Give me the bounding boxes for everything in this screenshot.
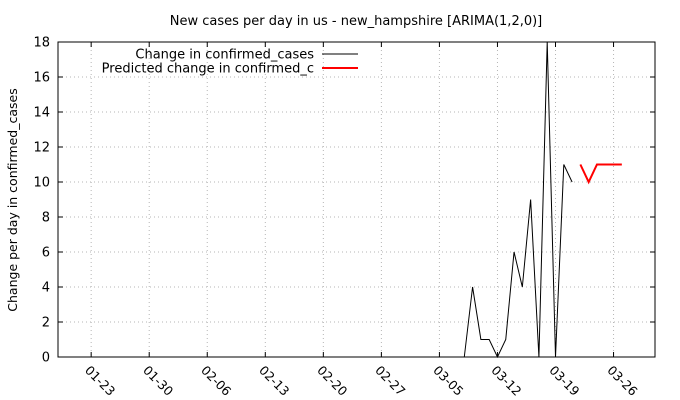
- x-tick-label: 02-13: [256, 363, 292, 399]
- data-point: [604, 164, 606, 166]
- data-point: [563, 164, 565, 166]
- data-point: [621, 164, 623, 166]
- y-tick-label: 10: [33, 176, 50, 191]
- y-tick-label: 0: [42, 351, 50, 366]
- data-point: [613, 164, 615, 166]
- x-tick-label: 03-26: [604, 363, 640, 399]
- y-tick-label: 14: [33, 106, 50, 121]
- data-point: [530, 199, 532, 201]
- data-point: [546, 41, 548, 43]
- data-point: [497, 356, 499, 358]
- plot-frame: [57, 41, 656, 358]
- data-point: [513, 251, 515, 253]
- chart-title: New cases per day in us - new_hampshire …: [170, 14, 543, 29]
- x-tick-label: 02-06: [198, 363, 234, 399]
- legend-label: Predicted change in confirmed_c: [102, 62, 314, 77]
- data-point: [463, 356, 465, 358]
- data-point: [472, 286, 474, 288]
- data-point: [538, 356, 540, 358]
- y-tick-label: 2: [42, 316, 50, 331]
- y-tick-label: 18: [33, 36, 50, 51]
- x-tick-label: 01-30: [140, 363, 176, 399]
- data-point: [522, 286, 524, 288]
- x-tick-label: 02-20: [314, 363, 350, 399]
- series-layer: [463, 41, 623, 359]
- y-tick-label: 16: [33, 71, 50, 86]
- data-point: [505, 339, 507, 341]
- x-tick-label: 03-05: [430, 363, 466, 399]
- y-tick-label: 12: [33, 141, 50, 156]
- x-tick-label: 02-27: [372, 363, 408, 399]
- grid: [58, 42, 655, 357]
- y-axis-label: Change per day in confirmed_cases: [5, 88, 20, 311]
- data-point: [488, 339, 490, 341]
- x-tick-label: 03-19: [546, 363, 582, 399]
- x-tick-label: 03-12: [488, 363, 524, 399]
- series-line-actual: [463, 41, 573, 359]
- legend-label: Change in confirmed_cases: [135, 48, 314, 63]
- data-point: [588, 181, 590, 183]
- data-point: [580, 164, 582, 166]
- y-tick-label: 4: [42, 281, 50, 296]
- data-point: [571, 181, 573, 183]
- y-tick-label: 6: [42, 246, 50, 261]
- data-point: [555, 356, 557, 358]
- data-point: [480, 339, 482, 341]
- data-point: [596, 164, 598, 166]
- series-line-predicted: [579, 163, 622, 185]
- x-tick-label: 01-23: [82, 363, 118, 399]
- y-tick-label: 8: [42, 211, 50, 226]
